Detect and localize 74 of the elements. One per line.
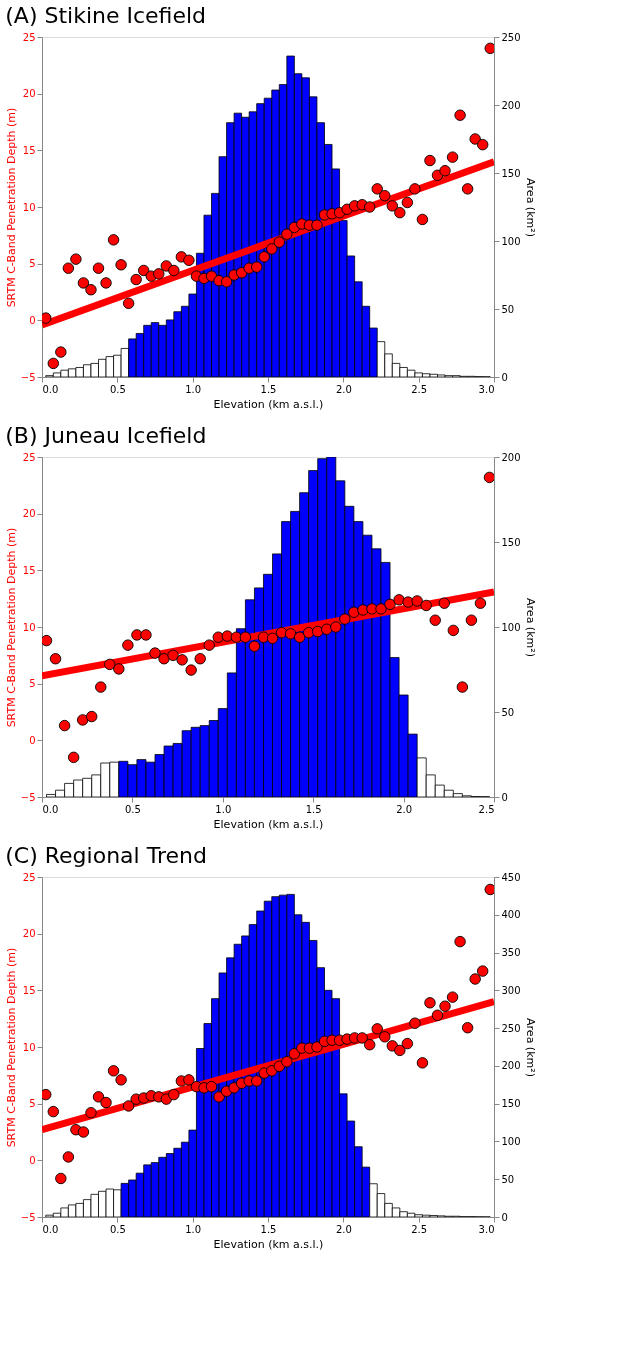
y-tick-label: −5: [20, 371, 36, 383]
x-tick-label: 2.0: [335, 1223, 352, 1235]
x-tick-label: 0.5: [109, 1223, 126, 1235]
x-axis-title: Elevation (km a.s.l.): [213, 817, 324, 831]
x-tick-label: 3.0: [478, 383, 495, 395]
chart-title: (C) Regional Trend: [5, 843, 207, 868]
x-tick-label: 0.0: [42, 1223, 59, 1235]
y-tick-label: 0: [29, 314, 36, 326]
y2-tick-label: 150: [501, 1098, 521, 1110]
y2-tick-label: 450: [501, 871, 521, 883]
y-tick-label: 25: [22, 871, 36, 883]
y2-tick-label: 200: [501, 1060, 521, 1072]
x-tick-label: 1.5: [260, 1223, 277, 1235]
y2-tick-label: 50: [501, 1173, 515, 1185]
y-tick-label: 25: [22, 31, 36, 43]
x-tick-label: 2.0: [396, 803, 413, 815]
x-axis-title: Elevation (km a.s.l.): [213, 397, 324, 411]
y2-tick-label: 200: [501, 99, 521, 111]
y2-tick-label: 100: [501, 235, 521, 247]
y2-tick-label: 250: [501, 1022, 521, 1034]
y2-tick-label: 0: [501, 1211, 508, 1223]
y-tick-label: 5: [29, 678, 36, 690]
y-tick-label: 5: [29, 1098, 36, 1110]
x-axis-title: Elevation (km a.s.l.): [213, 1237, 324, 1251]
chart-title: (A) Stikine Icefield: [5, 3, 207, 28]
x-tick-label: 2.5: [411, 1223, 428, 1235]
y2-axis-title: Area (km²): [523, 178, 537, 237]
x-tick-label: 1.0: [185, 1223, 202, 1235]
x-tick-label: 0.0: [42, 803, 59, 815]
y-tick-label: −5: [20, 791, 36, 803]
x-tick-label: 1.0: [185, 383, 202, 395]
y-tick-label: 10: [22, 201, 36, 213]
y-tick-label: 20: [22, 88, 36, 100]
y2-axis-title: Area (km²): [523, 598, 537, 657]
y2-tick-label: 100: [501, 621, 521, 633]
y2-tick-label: 300: [501, 984, 521, 996]
chart-title: (B) Juneau Icefield: [5, 423, 207, 448]
x-tick-label: 2.0: [335, 383, 352, 395]
y2-tick-label: 150: [501, 536, 521, 548]
y-tick-label: 0: [29, 1154, 36, 1166]
y2-tick-label: 100: [501, 1135, 521, 1147]
y2-tick-label: 350: [501, 947, 521, 959]
y-tick-label: 5: [29, 258, 36, 270]
y2-tick-label: 50: [501, 706, 515, 718]
y2-axis-title: Area (km²): [523, 1018, 537, 1077]
x-tick-label: 0.5: [124, 803, 141, 815]
y-tick-label: 15: [22, 144, 36, 156]
y-tick-label: 10: [22, 621, 36, 633]
y2-tick-label: 0: [501, 791, 508, 803]
y2-tick-label: 150: [501, 167, 521, 179]
y2-tick-label: 200: [501, 451, 521, 463]
x-tick-label: 0.5: [109, 383, 126, 395]
x-tick-label: 0.0: [42, 383, 59, 395]
y-tick-label: 10: [22, 1041, 36, 1053]
y-axis-title: SRTM C-Band Penetration Depth (m): [4, 527, 18, 728]
x-tick-label: 3.0: [478, 1223, 495, 1235]
y2-tick-label: 400: [501, 909, 521, 921]
y-tick-label: 15: [22, 984, 36, 996]
y-tick-label: −5: [20, 1211, 36, 1223]
y-axis-title: SRTM C-Band Penetration Depth (m): [4, 107, 18, 308]
y-tick-label: 20: [22, 508, 36, 520]
y-axis-title: SRTM C-Band Penetration Depth (m): [4, 947, 18, 1148]
y-tick-label: 25: [22, 451, 36, 463]
x-tick-label: 1.5: [260, 383, 277, 395]
x-tick-label: 2.5: [478, 803, 495, 815]
y-tick-label: 0: [29, 734, 36, 746]
y2-tick-label: 50: [501, 303, 515, 315]
x-tick-label: 2.5: [411, 383, 428, 395]
x-tick-label: 1.5: [305, 803, 322, 815]
x-tick-label: 1.0: [215, 803, 232, 815]
y2-tick-label: 250: [501, 31, 521, 43]
y2-tick-label: 0: [501, 371, 508, 383]
y-tick-label: 20: [22, 928, 36, 940]
y-tick-label: 15: [22, 564, 36, 576]
